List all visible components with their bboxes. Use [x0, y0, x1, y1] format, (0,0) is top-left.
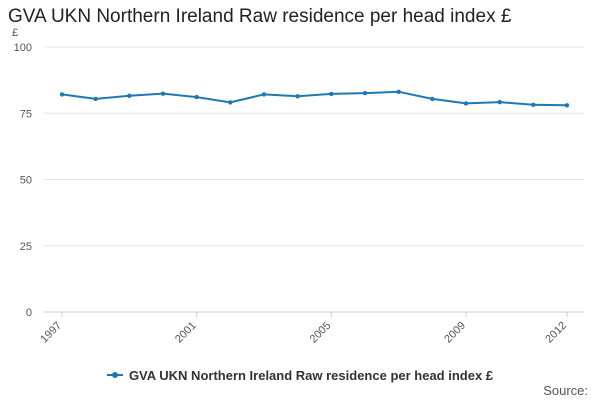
data-point [430, 96, 435, 102]
y-tick-label: 0 [26, 307, 32, 319]
series-layer [59, 89, 570, 108]
data-point [228, 100, 233, 105]
data-point [295, 94, 300, 99]
chart-title: GVA UKN Northern Ireland Raw residence p… [8, 6, 512, 27]
y-axis: 0 25 50 75 100 [14, 42, 32, 319]
data-point [194, 94, 199, 100]
x-axis: 1997 2001 2005 2009 2012 [38, 312, 569, 345]
series-line [61, 90, 568, 107]
data-point [564, 103, 570, 108]
data-point [59, 92, 65, 97]
data-point [396, 89, 401, 94]
data-point [93, 96, 98, 102]
data-point [531, 102, 536, 107]
gridlines [44, 46, 584, 313]
data-point [127, 93, 132, 98]
x-tick-label: 2012 [543, 320, 569, 346]
source-label: Source: [543, 383, 588, 398]
data-point [160, 91, 166, 96]
data-point [362, 90, 368, 96]
legend-swatch-icon [106, 372, 123, 378]
y-axis-unit-label: £ [12, 27, 18, 39]
x-tick-label: 1997 [38, 320, 64, 346]
y-tick-label: 25 [20, 241, 32, 253]
data-point [497, 99, 502, 105]
x-tick-label: 2001 [173, 320, 199, 346]
legend-label: GVA UKN Northern Ireland Raw residence p… [128, 367, 494, 383]
legend-item[interactable]: GVA UKN Northern Ireland Raw residence p… [106, 367, 494, 383]
data-point [261, 92, 267, 97]
legend: GVA UKN Northern Ireland Raw residence p… [0, 364, 600, 383]
y-tick-label: 100 [14, 42, 32, 54]
x-tick-label: 2005 [308, 320, 334, 346]
x-tick-label: 2009 [442, 320, 468, 346]
data-point [463, 101, 469, 106]
y-tick-label: 75 [20, 108, 32, 120]
data-point [329, 91, 334, 97]
y-tick-label: 50 [20, 175, 32, 187]
